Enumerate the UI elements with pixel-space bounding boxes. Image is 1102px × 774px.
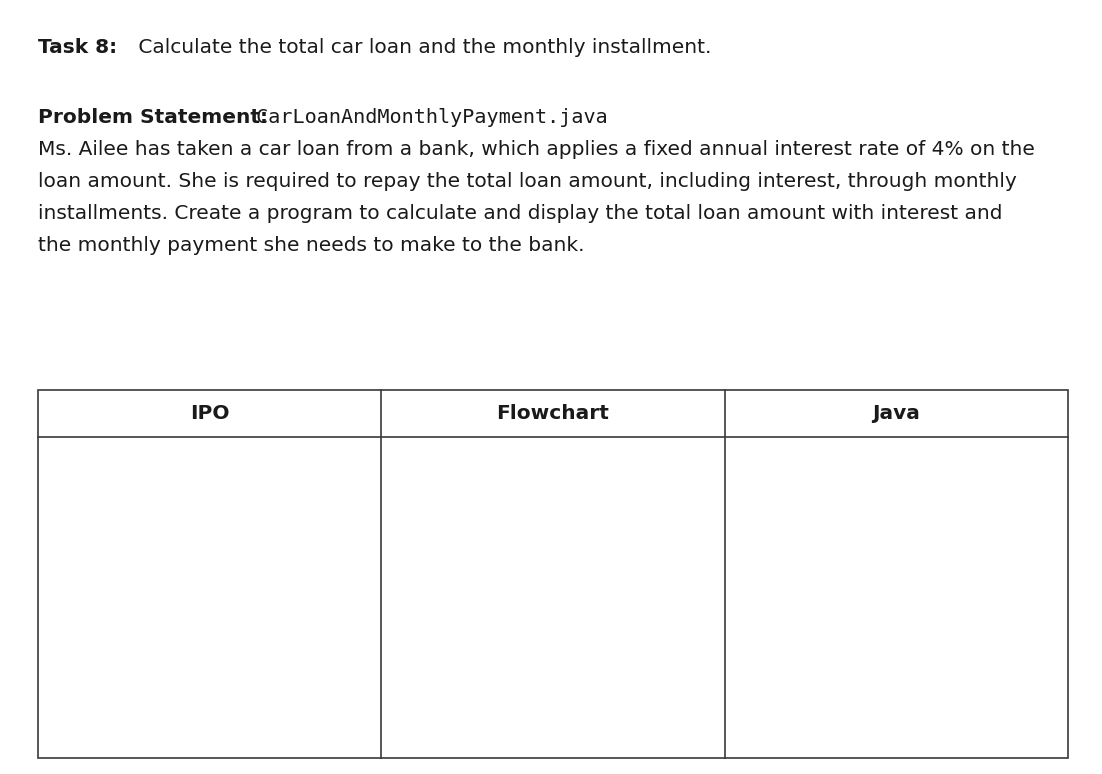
Text: installments. Create a program to calculate and display the total loan amount wi: installments. Create a program to calcul…	[37, 204, 1003, 223]
Text: the monthly payment she needs to make to the bank.: the monthly payment she needs to make to…	[37, 236, 584, 255]
Bar	[37, 390, 1068, 758]
Text: CarLoanAndMonthlyPayment.java: CarLoanAndMonthlyPayment.java	[244, 108, 607, 127]
Text: Calculate the total car loan and the monthly installment.: Calculate the total car loan and the mon…	[132, 38, 712, 57]
Text: IPO: IPO	[190, 404, 229, 423]
Text: Ms. Ailee has taken a car loan from a bank, which applies a fixed annual interes: Ms. Ailee has taken a car loan from a ba…	[37, 140, 1035, 159]
Text: Task 8:: Task 8:	[37, 38, 117, 57]
Text: Problem Statement:: Problem Statement:	[37, 108, 268, 127]
Text: Java: Java	[873, 404, 920, 423]
Text: loan amount. She is required to repay the total loan amount, including interest,: loan amount. She is required to repay th…	[37, 172, 1017, 191]
Text: Flowchart: Flowchart	[497, 404, 609, 423]
